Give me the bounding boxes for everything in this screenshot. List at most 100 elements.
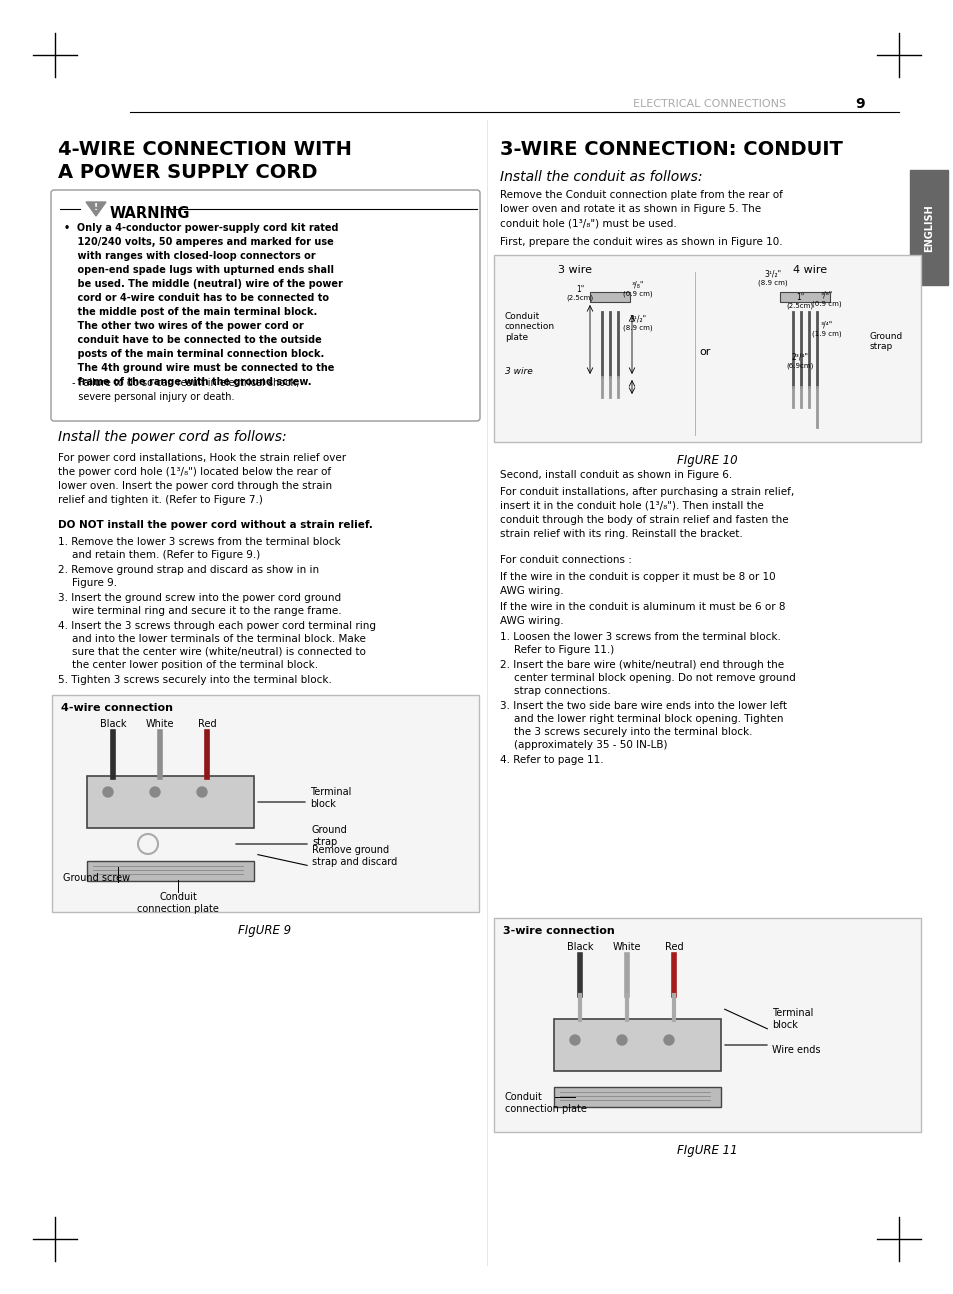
FancyBboxPatch shape	[494, 917, 920, 1132]
Text: (2.5cm): (2.5cm)	[566, 295, 593, 302]
FancyBboxPatch shape	[554, 1087, 720, 1106]
Text: 4. Refer to page 11.: 4. Refer to page 11.	[499, 754, 603, 765]
Text: Figure 9.: Figure 9.	[71, 578, 117, 587]
FancyBboxPatch shape	[87, 861, 253, 881]
Text: the 3 screws securely into the terminal block.: the 3 screws securely into the terminal …	[514, 727, 752, 738]
Text: For power cord installations, Hook the strain relief over
the power cord hole (1: For power cord installations, Hook the s…	[58, 453, 346, 505]
FancyBboxPatch shape	[780, 292, 829, 302]
Text: 4. Insert the 3 screws through each power cord terminal ring: 4. Insert the 3 screws through each powe…	[58, 621, 375, 631]
Text: sure that the center wire (white/neutral) is connected to: sure that the center wire (white/neutral…	[71, 647, 366, 657]
Text: WARNING: WARNING	[110, 207, 191, 221]
FancyBboxPatch shape	[87, 776, 253, 828]
Circle shape	[103, 787, 112, 797]
Text: Install the conduit as follows:: Install the conduit as follows:	[499, 170, 701, 184]
Text: 1. Remove the lower 3 screws from the terminal block: 1. Remove the lower 3 screws from the te…	[58, 537, 340, 547]
Text: FIgURE 11: FIgURE 11	[676, 1144, 737, 1157]
Text: White: White	[146, 719, 174, 729]
Text: 3 wire: 3 wire	[558, 265, 592, 276]
Text: 3-WIRE CONNECTION: CONDUIT: 3-WIRE CONNECTION: CONDUIT	[499, 140, 842, 159]
Text: If the wire in the conduit is copper it must be 8 or 10
AWG wiring.: If the wire in the conduit is copper it …	[499, 572, 775, 597]
Text: Conduit
connection plate: Conduit connection plate	[504, 1092, 586, 1114]
Text: A POWER SUPPLY CORD: A POWER SUPPLY CORD	[58, 163, 317, 182]
Circle shape	[569, 1035, 579, 1046]
Text: ³/⁸": ³/⁸"	[820, 290, 832, 299]
Text: FIgURE 10: FIgURE 10	[676, 454, 737, 467]
Text: 3-wire connection: 3-wire connection	[502, 927, 614, 936]
Polygon shape	[86, 202, 106, 216]
Text: If the wire in the conduit is aluminum it must be 6 or 8
AWG wiring.: If the wire in the conduit is aluminum i…	[499, 602, 784, 626]
Text: Terminal
block: Terminal block	[771, 1008, 813, 1030]
Text: (0.9 cm): (0.9 cm)	[811, 300, 841, 307]
Text: Install the power cord as follows:: Install the power cord as follows:	[58, 430, 286, 444]
Text: Wire ends: Wire ends	[771, 1046, 820, 1055]
Text: ³/⁴": ³/⁴"	[820, 321, 832, 330]
Text: 1": 1"	[795, 292, 803, 302]
Text: White: White	[612, 942, 640, 952]
Text: (1.9 cm): (1.9 cm)	[811, 331, 841, 338]
Text: Black: Black	[566, 942, 593, 952]
FancyBboxPatch shape	[51, 190, 479, 421]
FancyBboxPatch shape	[554, 1018, 720, 1071]
Text: DO NOT install the power cord without a strain relief.: DO NOT install the power cord without a …	[58, 520, 373, 531]
Text: 4-WIRE CONNECTION WITH: 4-WIRE CONNECTION WITH	[58, 140, 352, 159]
Text: and retain them. (Refer to Figure 9.): and retain them. (Refer to Figure 9.)	[71, 550, 260, 560]
FancyBboxPatch shape	[909, 170, 947, 285]
Text: Red: Red	[197, 719, 216, 729]
Text: •  Only a 4-conductor power-supply cord kit rated
    120/240 volts, 50 amperes : • Only a 4-conductor power-supply cord k…	[64, 223, 342, 387]
Text: 1": 1"	[576, 285, 583, 294]
Text: 9: 9	[854, 97, 864, 111]
Circle shape	[663, 1035, 673, 1046]
Text: (2.5cm): (2.5cm)	[785, 303, 813, 309]
Text: (0.9 cm): (0.9 cm)	[622, 291, 652, 298]
Circle shape	[617, 1035, 626, 1046]
FancyBboxPatch shape	[494, 255, 920, 443]
Text: Terminal
block: Terminal block	[310, 787, 351, 809]
Text: strap connections.: strap connections.	[514, 686, 610, 696]
Text: the center lower position of the terminal block.: the center lower position of the termina…	[71, 660, 317, 670]
Text: Second, install conduit as shown in Figure 6.: Second, install conduit as shown in Figu…	[499, 470, 732, 480]
Text: Ground
strap: Ground strap	[312, 826, 348, 846]
Circle shape	[150, 787, 160, 797]
Text: 3. Insert the ground screw into the power cord ground: 3. Insert the ground screw into the powe…	[58, 593, 341, 603]
Text: 2. Remove ground strap and discard as show in in: 2. Remove ground strap and discard as sh…	[58, 565, 319, 575]
Text: 4-wire connection: 4-wire connection	[61, 703, 172, 713]
Text: center terminal block opening. Do not remove ground: center terminal block opening. Do not re…	[514, 673, 795, 683]
Circle shape	[196, 787, 207, 797]
Text: wire terminal ring and secure it to the range frame.: wire terminal ring and secure it to the …	[71, 606, 341, 616]
Text: (8.9 cm): (8.9 cm)	[622, 325, 652, 331]
Text: Ground
strap: Ground strap	[869, 333, 902, 352]
Text: 3. Insert the two side bare wire ends into the lower left: 3. Insert the two side bare wire ends in…	[499, 701, 786, 710]
Text: ³/₈": ³/₈"	[631, 281, 643, 290]
Text: 5. Tighten 3 screws securely into the terminal block.: 5. Tighten 3 screws securely into the te…	[58, 675, 332, 685]
Text: Remove the Conduit connection plate from the rear of
lower oven and rotate it as: Remove the Conduit connection plate from…	[499, 190, 782, 228]
Text: First, prepare the conduit wires as shown in Figure 10.: First, prepare the conduit wires as show…	[499, 237, 781, 247]
Text: 3 wire: 3 wire	[504, 367, 532, 377]
Text: For conduit connections :: For conduit connections :	[499, 555, 631, 565]
Text: 2. Insert the bare wire (white/neutral) end through the: 2. Insert the bare wire (white/neutral) …	[499, 660, 783, 670]
Text: and into the lower terminals of the terminal block. Make: and into the lower terminals of the term…	[71, 634, 366, 644]
Text: or: or	[699, 347, 710, 357]
Text: (6.9cm): (6.9cm)	[785, 362, 813, 369]
Text: - Failure to do so can result in electrical shock,
  severe personal injury or d: - Failure to do so can result in electri…	[71, 378, 299, 402]
Text: Ground screw: Ground screw	[63, 873, 130, 883]
Text: FIgURE 9: FIgURE 9	[238, 924, 292, 937]
FancyBboxPatch shape	[52, 695, 478, 912]
FancyBboxPatch shape	[589, 292, 629, 302]
Text: 3¹/₂": 3¹/₂"	[763, 269, 781, 278]
Text: !: !	[93, 203, 98, 212]
Text: Conduit
connection
plate: Conduit connection plate	[504, 312, 555, 342]
Text: ELECTRICAL CONNECTIONS: ELECTRICAL CONNECTIONS	[633, 100, 785, 109]
Text: (8.9 cm): (8.9 cm)	[758, 280, 787, 286]
Text: 1. Loosen the lower 3 screws from the terminal block.: 1. Loosen the lower 3 screws from the te…	[499, 631, 781, 642]
Text: and the lower right terminal block opening. Tighten: and the lower right terminal block openi…	[514, 714, 782, 725]
Text: 2³/⁴": 2³/⁴"	[791, 352, 807, 361]
Text: 3¹/₂": 3¹/₂"	[629, 314, 646, 324]
Text: Conduit
connection plate: Conduit connection plate	[137, 892, 218, 914]
Text: ENGLISH: ENGLISH	[923, 204, 933, 252]
Text: Remove ground
strap and discard: Remove ground strap and discard	[312, 845, 396, 867]
Text: For conduit installations, after purchasing a strain relief,
insert it in the co: For conduit installations, after purchas…	[499, 487, 794, 540]
Text: Red: Red	[664, 942, 682, 952]
Text: Refer to Figure 11.): Refer to Figure 11.)	[514, 644, 614, 655]
Text: Black: Black	[100, 719, 126, 729]
Text: 4 wire: 4 wire	[792, 265, 826, 276]
